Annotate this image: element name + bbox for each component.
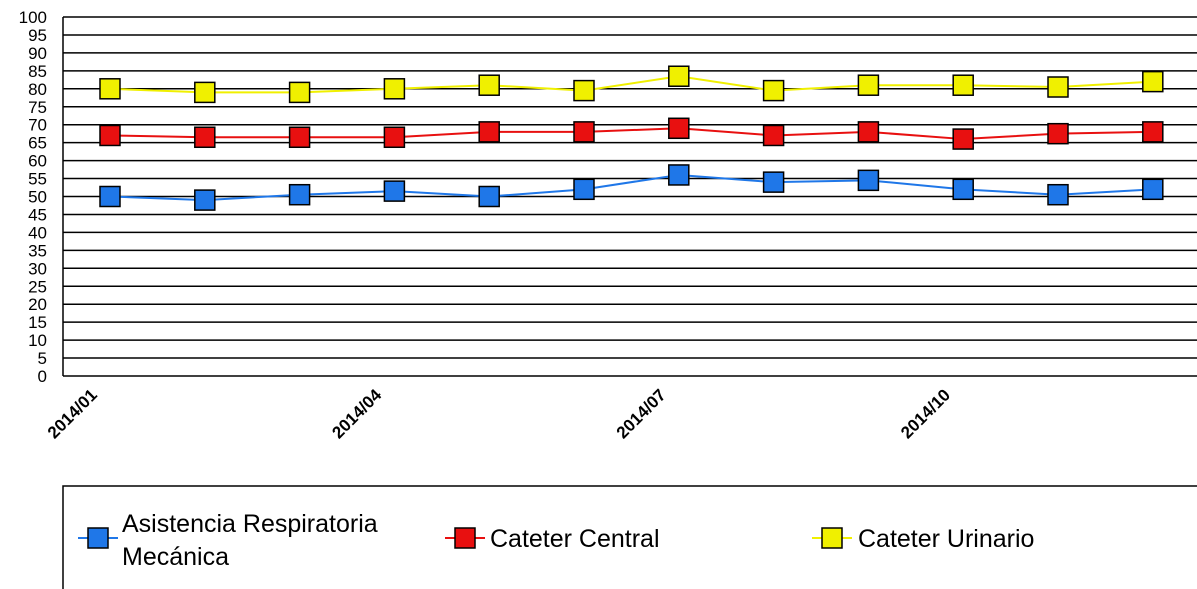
data-point-marker	[1142, 70, 1164, 93]
data-point-marker	[952, 178, 974, 201]
data-point-marker	[762, 171, 785, 193]
data-point-marker	[478, 121, 500, 143]
data-point-marker	[952, 74, 974, 96]
legend-item-0: Asistencia Respiratoria Mecánica	[78, 510, 378, 571]
x-tick-label: 2014/01	[44, 385, 101, 442]
y-tick-label: 15	[28, 313, 47, 332]
y-tick-label: 80	[28, 80, 47, 99]
data-point-marker	[857, 74, 880, 96]
series-0	[99, 164, 1164, 211]
y-tick-label: 50	[28, 188, 47, 207]
series-2	[99, 65, 1164, 104]
data-point-marker	[194, 81, 216, 104]
data-point-marker	[668, 65, 690, 87]
data-point-marker	[952, 128, 974, 150]
x-axis-ticks: 2014/01 2014/04 2014/07 2014/10	[44, 385, 954, 442]
x-tick-label: 2014/04	[328, 385, 385, 442]
legend-item-1: Cateter Central	[445, 525, 660, 553]
data-point-marker	[573, 79, 595, 102]
data-point-marker	[383, 78, 406, 100]
series-1	[99, 117, 1164, 150]
data-point-marker	[478, 185, 500, 208]
series-line	[109, 75, 1153, 94]
y-tick-label: 75	[28, 98, 47, 117]
series-layer	[99, 65, 1164, 211]
legend-item-2: Cateter Urinario	[812, 525, 1034, 553]
data-point-marker	[288, 81, 311, 104]
y-tick-label: 100	[19, 8, 47, 27]
data-point-marker	[573, 121, 595, 143]
series-line	[109, 127, 1153, 141]
y-tick-label: 55	[28, 170, 47, 189]
y-tick-label: 90	[28, 44, 47, 63]
legend-label: Cateter Urinario	[858, 525, 1034, 553]
data-point-marker	[857, 121, 880, 143]
y-tick-label: 45	[28, 205, 47, 224]
data-point-marker	[762, 124, 785, 147]
data-point-marker	[1142, 178, 1164, 201]
data-point-marker	[194, 189, 216, 211]
data-point-marker	[383, 126, 406, 149]
legend-label: Mecánica	[122, 543, 229, 571]
data-point-marker	[383, 180, 406, 202]
data-point-marker	[194, 126, 216, 149]
data-point-marker	[762, 79, 785, 102]
legend-marker	[454, 527, 476, 549]
y-tick-label: 40	[28, 223, 47, 242]
y-axis-ticks: 0510152025303540455055606570758085909510…	[19, 8, 47, 386]
data-point-marker	[99, 78, 121, 100]
y-tick-label: 20	[28, 295, 47, 314]
y-tick-label: 70	[28, 116, 47, 135]
legend-label: Asistencia Respiratoria	[122, 510, 378, 538]
data-point-marker	[1047, 76, 1069, 98]
data-point-marker	[857, 169, 880, 192]
x-tick-label: 2014/07	[613, 385, 670, 442]
data-point-marker	[478, 74, 500, 96]
data-point-marker	[288, 183, 311, 206]
y-tick-label: 35	[28, 241, 47, 260]
data-point-marker	[99, 124, 121, 147]
y-tick-label: 0	[38, 367, 47, 386]
y-tick-label: 5	[38, 349, 47, 368]
y-tick-label: 65	[28, 134, 47, 153]
legend-marker	[821, 527, 843, 549]
data-point-marker	[1047, 122, 1069, 145]
legend: Asistencia Respiratoria Mecánica Cateter C…	[62, 485, 1197, 589]
legend-box	[62, 485, 1197, 589]
data-point-marker	[573, 178, 595, 201]
legend-label: Cateter Central	[490, 525, 660, 553]
x-tick-label: 2014/10	[897, 385, 954, 442]
data-point-marker	[99, 185, 121, 208]
y-tick-label: 30	[28, 259, 47, 278]
data-point-marker	[288, 126, 311, 149]
grid	[62, 16, 1197, 377]
data-point-marker	[1142, 121, 1164, 143]
y-tick-label: 95	[28, 26, 47, 45]
y-tick-label: 60	[28, 152, 47, 171]
y-tick-label: 85	[28, 62, 47, 81]
data-point-marker	[668, 164, 690, 186]
legend-marker	[87, 527, 109, 549]
series-line	[109, 173, 1153, 202]
y-tick-label: 10	[28, 331, 47, 350]
y-tick-label: 25	[28, 277, 47, 296]
data-point-marker	[1047, 183, 1069, 206]
data-point-marker	[668, 117, 690, 140]
